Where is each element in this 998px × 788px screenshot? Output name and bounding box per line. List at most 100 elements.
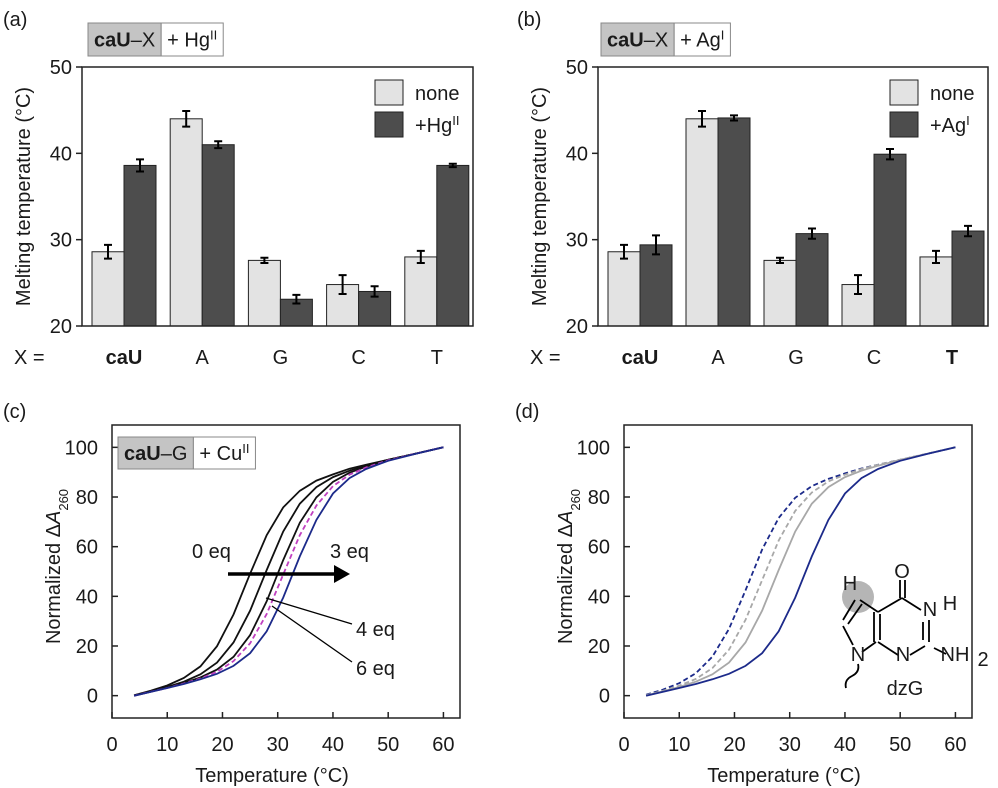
x-tick-label: 20 [723,734,745,756]
legend-label-charge: I [966,113,970,128]
error-bar [652,234,660,256]
legend-swatch [374,79,404,106]
label-box-strand: caU–X [94,30,155,52]
x-prefix: X = [14,347,45,369]
x-tick-label: 0 [618,734,629,756]
label-box-shade [87,22,162,57]
error-bar [932,249,940,264]
y-tick-label: 50 [566,57,588,79]
legend-label-charge: II [452,113,459,128]
x-tick-label: C [351,347,365,369]
x-tick-label: T [946,347,958,369]
label-box-ion: + Hg [167,30,210,52]
bar [91,251,125,327]
error-bar [808,227,816,240]
bar [436,164,470,327]
bar [795,233,829,327]
y-axis-label: Normalized ΔA260 [43,489,71,644]
y-label-symbol: A [555,511,577,525]
melting-curve [645,446,956,696]
melting-curve [133,446,444,697]
bonds [842,580,947,689]
bar [169,118,203,327]
error-bar [214,140,223,150]
error-bar [730,114,738,122]
arrow-head [334,565,350,583]
bar [639,244,673,327]
x-tick-label: caU [622,347,659,369]
label-box-rest: –X [644,30,668,52]
atom-label: N [923,599,937,621]
x-axis-label: Temperature (°C) [195,765,349,787]
label-box-rest: –G [161,443,188,465]
legend-label: none [930,83,975,105]
error-bar [136,158,144,173]
melting-curve [133,446,444,697]
label-box-ion: + Ag [680,30,721,52]
y-label-subscript: 260 [56,489,71,511]
atom-label: NH [941,644,970,666]
x-tick-label: 40 [834,734,856,756]
x-tick-label: 40 [322,734,344,756]
y-tick-label: 60 [588,537,610,559]
melting-curve [133,446,444,697]
legend-label-main: +Hg [415,115,452,137]
y-label-main: Normalized Δ [43,524,65,644]
label-box-frame [192,436,256,470]
x-tick-label: 30 [267,734,289,756]
error-bar [104,243,112,260]
x-axis-label: Temperature (°C) [707,765,861,787]
error-bar [338,274,347,296]
y-tick-label: 60 [76,537,98,559]
label-box-strand: caU–X [607,30,668,52]
compound-name: dzG [887,678,924,700]
error-bar [292,293,301,305]
atom-label: H [843,573,857,595]
y-tick-label: 0 [87,686,98,708]
atom-label: N [896,644,910,666]
error-bar [448,162,457,169]
label-box-rest: –X [131,30,155,52]
label-box-charge: II [242,441,249,456]
y-tick-label: 40 [50,143,72,165]
y-tick-label: 40 [76,586,98,608]
y-axis-label: Melting temperature (°C) [13,87,35,306]
y-tick-label: 100 [65,437,98,459]
leader-line [265,597,353,663]
x-tick-label: 30 [779,734,801,756]
panel-label: (d) [515,401,539,423]
y-tick-label: 40 [566,143,588,165]
x-tick-label: 60 [944,734,966,756]
error-bar [776,256,784,264]
label-box-frame [673,22,731,57]
error-bar [964,224,972,238]
label-box-ion: + Cu [199,443,242,465]
atom-label: N [851,644,865,666]
annotation: 4 eq [356,619,395,641]
annotation: 6 eq [356,658,395,680]
label-box-charge: II [210,27,217,42]
error-bar [416,249,425,264]
error-bar [886,148,894,161]
label-box-bold: caU [94,30,131,52]
legend-label: none [415,83,460,105]
label-box-additive: + CuII [199,441,249,466]
x-tick-label: G [788,347,804,369]
error-bar [260,256,269,264]
atom-label: O [894,561,910,583]
x-tick-label: 50 [377,734,399,756]
y-tick-label: 100 [577,437,610,459]
y-tick-label: 40 [588,586,610,608]
label-box-additive: + HgII [167,27,217,52]
panel-label: (b) [517,9,541,31]
y-tick-label: 80 [588,487,610,509]
x-tick-label: 60 [432,734,454,756]
bar [123,164,157,327]
error-bar [370,285,379,298]
x-tick-label: C [867,347,881,369]
panel-label: (a) [3,9,27,31]
bar [607,251,641,327]
label-box-strand: caU–G [124,443,187,465]
bar [919,256,953,327]
y-label-main: Normalized Δ [555,524,577,644]
